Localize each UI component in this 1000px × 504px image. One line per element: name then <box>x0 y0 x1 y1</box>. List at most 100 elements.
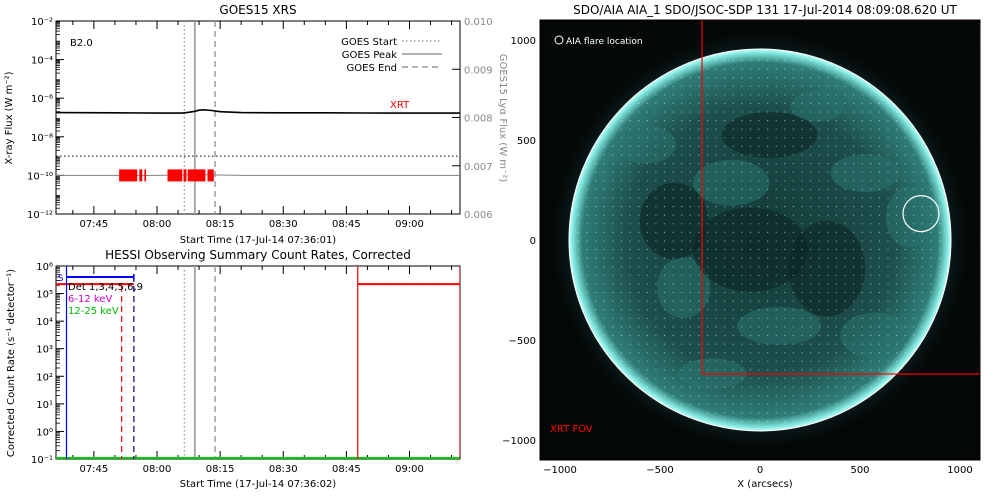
grid-dot <box>904 163 906 165</box>
grid-dot <box>801 223 803 225</box>
grid-dot <box>758 137 760 139</box>
grid-dot <box>663 300 666 302</box>
coronal-hole <box>788 220 866 317</box>
grid-dot <box>921 171 924 173</box>
grid-dot <box>689 326 691 328</box>
grid-dot <box>767 386 769 388</box>
grid-dot <box>844 257 846 259</box>
grid-dot <box>655 137 657 139</box>
grid-dot <box>887 352 889 354</box>
grid-dot <box>921 283 924 285</box>
grid-dot <box>904 128 906 130</box>
grid-dot <box>784 188 786 190</box>
grid-dot <box>896 317 898 319</box>
grid-dot <box>689 128 691 130</box>
grid-dot <box>706 248 709 251</box>
grid-dot <box>638 326 640 328</box>
grid-dot <box>913 171 915 173</box>
grid-dot <box>715 386 717 388</box>
grid-dot <box>887 309 889 311</box>
grid-dot <box>749 59 752 62</box>
grid-dot <box>715 352 717 354</box>
grid-dot <box>663 145 666 147</box>
grid-dot <box>698 352 700 354</box>
grid-dot <box>749 163 752 165</box>
grid-dot <box>767 145 769 147</box>
flare-location-circle <box>902 195 940 233</box>
grid-dot <box>638 317 640 319</box>
grid-dot <box>741 309 743 311</box>
grid-dot <box>844 77 846 79</box>
grid-dot <box>818 377 820 380</box>
grid-dot <box>681 274 683 276</box>
grid-dot <box>861 223 863 225</box>
grid-dot <box>878 352 881 354</box>
grid-dot <box>741 334 743 337</box>
grid-dot <box>775 352 777 354</box>
grid-dot <box>853 326 855 328</box>
grid-dot <box>646 274 648 276</box>
grid-dot <box>810 369 812 371</box>
grid-dot <box>672 248 674 251</box>
grid-dot <box>827 85 829 87</box>
grid-dot <box>827 317 829 319</box>
grid-dot <box>878 343 881 345</box>
grid-dot <box>741 163 743 165</box>
grid-dot <box>715 343 717 345</box>
grid-dot <box>629 343 631 345</box>
grid-dot <box>706 386 709 388</box>
grid-dot <box>801 317 803 319</box>
grid-dot <box>595 326 597 328</box>
grid-dot <box>767 257 769 259</box>
grid-dot <box>792 343 795 345</box>
grid-dot <box>861 257 863 259</box>
grid-dot <box>878 326 881 328</box>
grid-dot <box>758 111 760 113</box>
grid-dot <box>646 197 648 199</box>
grid-dot <box>810 111 812 113</box>
grid-dot <box>938 291 941 294</box>
grid-dot <box>681 334 683 337</box>
grid-dot <box>913 145 915 147</box>
grid-dot <box>818 360 820 362</box>
grid-dot <box>672 300 674 302</box>
grid-dot <box>930 300 932 302</box>
grid-dot <box>827 145 829 147</box>
grid-dot <box>938 248 941 251</box>
grid-dot <box>775 377 777 380</box>
grid-dot <box>844 395 846 397</box>
grid-dot <box>672 395 674 397</box>
grid-dot <box>904 197 906 199</box>
grid-dot <box>698 180 700 182</box>
grid-dot <box>835 120 838 122</box>
grid-dot <box>646 128 648 130</box>
grid-dot <box>629 326 631 328</box>
grid-dot <box>681 111 683 113</box>
grid-dot <box>749 352 752 354</box>
grid-dot <box>612 326 614 328</box>
grid-dot <box>577 240 580 242</box>
grid-dot <box>810 163 812 165</box>
grid-dot <box>698 266 700 268</box>
grid-dot <box>870 334 872 337</box>
grid-dot <box>724 317 726 319</box>
grid-dot <box>724 171 726 173</box>
legend-label: GOES Peak <box>342 50 397 61</box>
grid-dot <box>638 334 640 337</box>
grid-dot <box>784 137 786 139</box>
grid-dot <box>784 68 786 70</box>
grid-dot <box>870 309 872 311</box>
grid-dot <box>741 266 743 268</box>
hessi-data <box>56 266 460 459</box>
grid-dot <box>758 377 760 380</box>
grid-dot <box>870 386 872 388</box>
grid-dot <box>844 171 846 173</box>
grid-dot <box>749 128 752 130</box>
grid-dot <box>724 85 726 87</box>
grid-dot <box>801 257 803 259</box>
grid-dot <box>827 240 829 242</box>
grid-dot <box>724 266 726 268</box>
grid-dot <box>861 377 863 380</box>
grid-dot <box>749 102 752 104</box>
grid-dot <box>844 94 846 96</box>
